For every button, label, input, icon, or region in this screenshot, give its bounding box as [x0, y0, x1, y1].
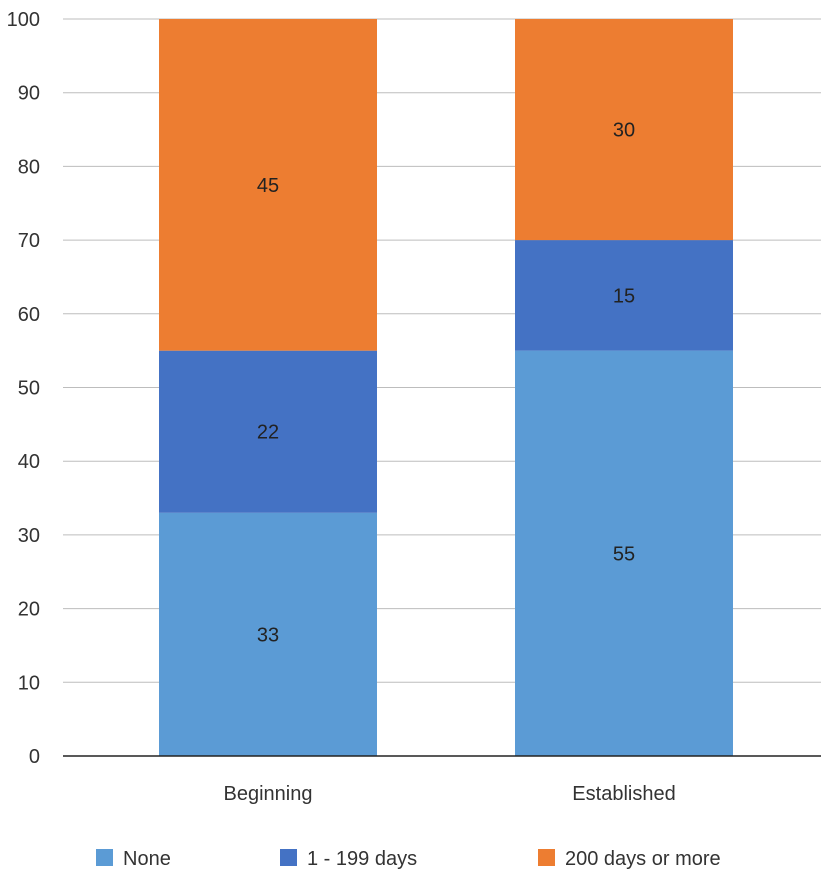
y-tick-label: 30	[18, 525, 40, 547]
y-tick-label: 100	[7, 9, 40, 31]
x-tick-label: Established	[572, 783, 675, 805]
y-tick-label: 60	[18, 304, 40, 326]
data-label: 45	[257, 175, 279, 197]
y-tick-label: 40	[18, 451, 40, 473]
y-tick-label: 0	[29, 746, 40, 768]
y-tick-label: 70	[18, 230, 40, 252]
legend-swatch	[280, 849, 297, 866]
y-tick-label: 20	[18, 599, 40, 621]
legend-label: None	[123, 848, 171, 870]
data-labels: 33 22 45 55 15 30	[257, 120, 635, 647]
data-label: 30	[613, 120, 635, 142]
bar-segment	[515, 240, 733, 351]
bar-segment	[159, 350, 377, 513]
legend-swatch	[96, 849, 113, 866]
x-axis-ticks: Beginning Established	[224, 783, 676, 805]
bar-segment	[515, 19, 733, 241]
data-label: 55	[613, 543, 635, 565]
legend-label: 1 - 199 days	[307, 848, 417, 870]
bar-segment	[515, 350, 733, 756]
bar-segment	[159, 19, 377, 351]
y-tick-label: 50	[18, 378, 40, 400]
y-tick-label: 80	[18, 156, 40, 178]
legend-swatch	[538, 849, 555, 866]
legend: None 1 - 199 days 200 days or more	[96, 848, 721, 870]
data-label: 15	[613, 285, 635, 307]
y-axis-ticks: 0 10 20 30 40 50 60 70 80 90 100	[7, 9, 40, 768]
legend-label: 200 days or more	[565, 848, 721, 870]
x-tick-label: Beginning	[224, 783, 313, 805]
y-tick-label: 90	[18, 83, 40, 105]
y-tick-label: 10	[18, 672, 40, 694]
bar-segment	[159, 512, 377, 756]
data-label: 22	[257, 422, 279, 444]
bars	[159, 19, 733, 756]
data-label: 33	[257, 624, 279, 646]
